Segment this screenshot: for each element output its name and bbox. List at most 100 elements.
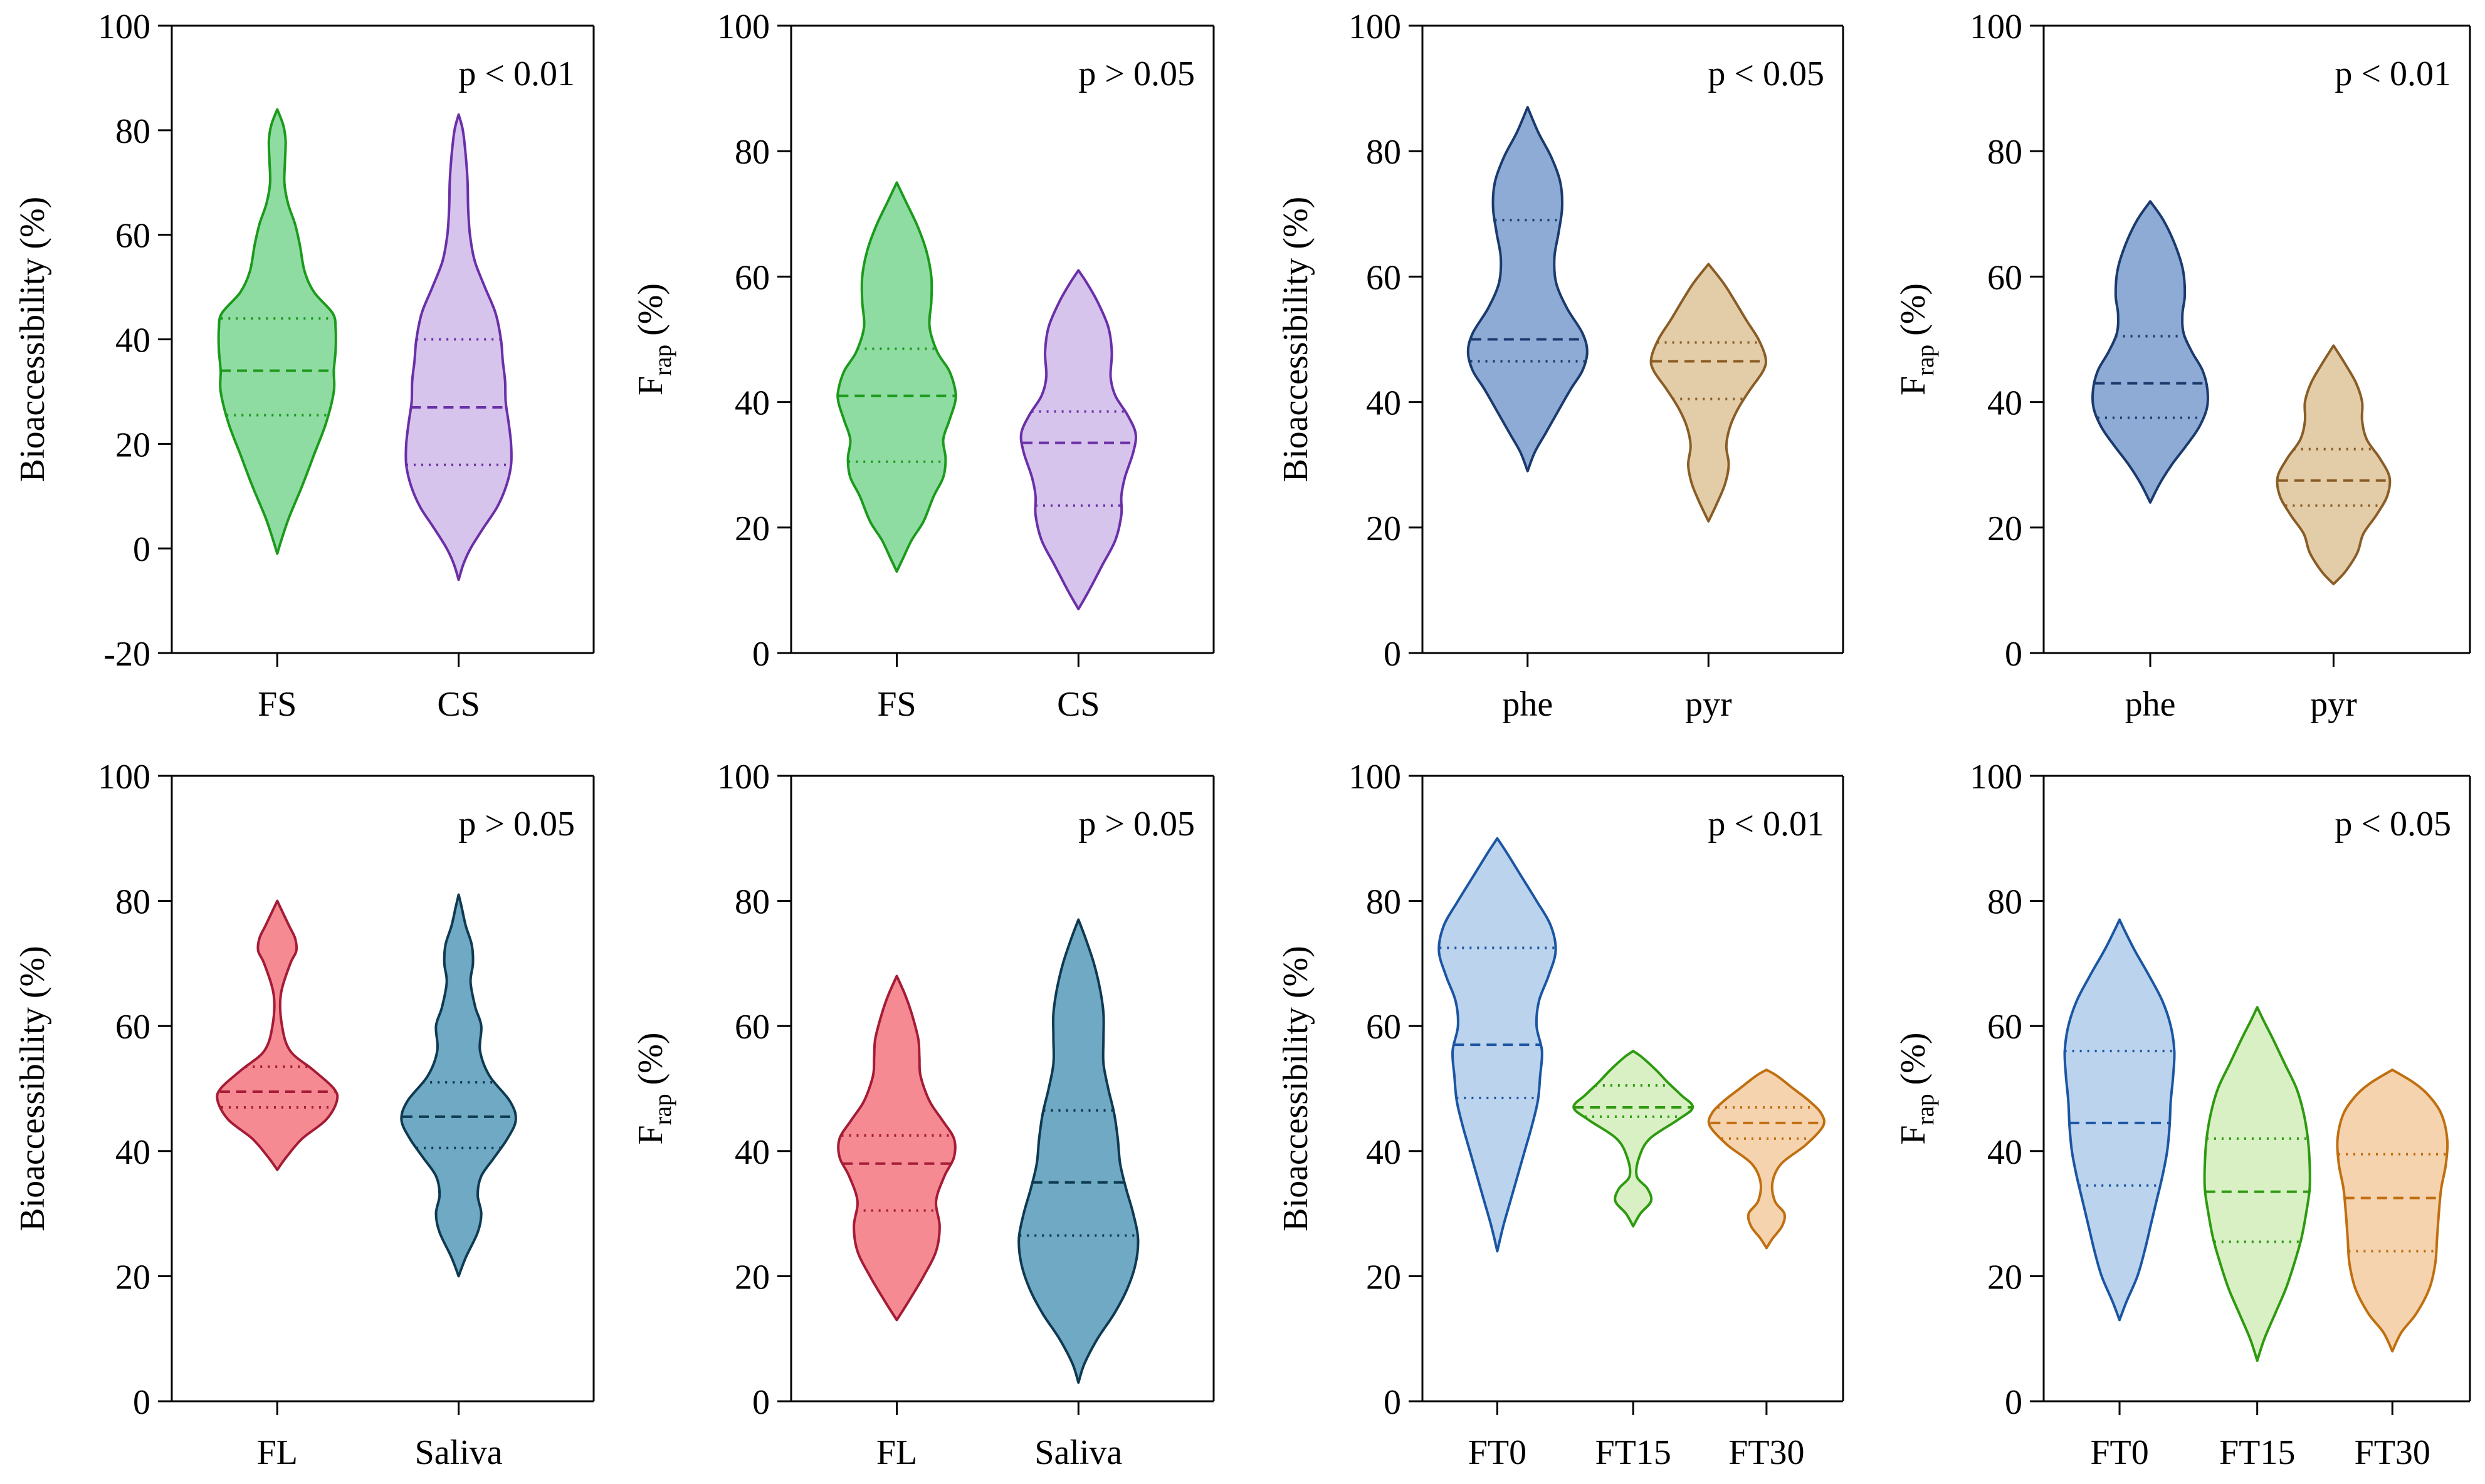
y-axis-label: Bioaccessibility (%) [1276,197,1315,483]
y-tick-label: 20 [735,1258,770,1297]
y-tick-label: 80 [735,133,770,172]
y-tick-label: 80 [1987,883,2022,922]
y-tick-label: 0 [1384,1383,1401,1422]
y-tick-label: 40 [735,1133,770,1172]
y-tick-label: 60 [1987,1008,2022,1047]
x-tick-label: pyr [1685,685,1732,724]
y-tick-label: -20 [103,635,150,674]
y-tick-label: 60 [1366,258,1401,297]
y-tick-label: 0 [2005,1383,2022,1422]
y-tick-label: 40 [1987,384,2022,423]
x-tick-label: CS [1057,685,1100,724]
y-axis-label: Bioaccessibility (%) [13,197,52,483]
y-tick-label: 100 [98,8,150,46]
chart-panel-7: 0 20 40 60 80 100 Bioaccessibility (%) p < 0.01… [1276,758,1844,1472]
violin-FL [216,899,339,1171]
chart-panel-3: 0 20 40 60 80 100 Bioaccessibility (%) p < 0.05… [1276,8,1844,724]
p-value-annotation: p < 0.01 [1708,805,1824,844]
y-tick-label: 60 [115,1008,150,1047]
violin-FT30 [1707,1069,1826,1250]
x-tick-label: FT30 [1728,1433,1804,1472]
y-tick-label: 40 [1366,384,1401,423]
y-tick-label: 80 [115,883,150,922]
chart-panel-2: 0 20 40 60 80 100 Frap (%) p > 0.05 FS CS [631,8,1215,724]
y-tick-label: 80 [735,883,770,922]
y-tick-label: 0 [752,635,770,674]
violin-pyr [2276,344,2392,585]
y-axis-label: Frap (%) [1894,1032,1939,1144]
y-tick-label: 0 [133,530,150,569]
y-tick-label: 80 [1987,133,2022,172]
violin-phe [1466,106,1589,473]
y-tick-label: 40 [115,1133,150,1172]
y-tick-label: 20 [1366,1258,1401,1297]
violin-FS [836,181,957,573]
chart-panel-1: -20 0 20 40 60 80 100 Bioaccessibility (%) p < 0… [13,8,595,724]
y-axis-label: Bioaccessibility (%) [13,946,52,1231]
x-tick-label: FT15 [1595,1433,1671,1472]
p-value-annotation: p < 0.05 [2335,805,2451,844]
y-axis-label: Bioaccessibility (%) [1276,946,1315,1231]
x-tick-label: FT30 [2355,1433,2430,1472]
y-tick-label: 20 [1987,1258,2022,1297]
violin-CS [1019,269,1137,610]
y-tick-label: 60 [735,1008,770,1047]
violin-FT15 [2203,1006,2311,1362]
y-axis-label: Frap (%) [631,1032,676,1144]
y-tick-label: 0 [1384,635,1401,674]
x-tick-label: FT0 [1468,1433,1526,1472]
violin-FT30 [2336,1069,2449,1353]
x-tick-label: phe [2125,685,2176,724]
p-value-annotation: p < 0.05 [1708,55,1824,93]
y-tick-label: 100 [1348,758,1401,797]
y-tick-label: 40 [1987,1133,2022,1172]
chart-panel-8: 0 20 40 60 80 100 Frap (%) p < 0.05 FT0 FT15 FT30 [1894,758,2471,1472]
x-tick-label: phe [1502,685,1553,724]
y-tick-label: 80 [1366,133,1401,172]
y-tick-label: 100 [98,758,150,797]
y-tick-label: 60 [735,258,770,297]
chart-panel-6: 0 20 40 60 80 100 Frap (%) p > 0.05 FL Saliva [631,758,1215,1472]
violin-FT0 [1437,837,1557,1253]
y-tick-label: 100 [1970,758,2022,797]
chart-panel-5: 0 20 40 60 80 100 Bioaccessibility (%) p > 0.05… [13,758,595,1472]
x-tick-label: FS [877,685,916,724]
x-tick-label: Saliva [1034,1433,1122,1472]
y-tick-label: 20 [1366,509,1401,548]
y-tick-label: 100 [1348,8,1401,46]
violin-phe [2091,200,2209,504]
p-value-annotation: p > 0.05 [1078,805,1195,844]
violin-FT15 [1572,1050,1694,1228]
y-tick-label: 0 [133,1383,150,1422]
p-value-annotation: p > 0.05 [458,805,575,844]
violin-FS [217,108,337,555]
x-tick-label: FS [258,685,297,724]
y-tick-label: 20 [115,426,150,464]
y-tick-label: 40 [115,321,150,360]
x-tick-label: FL [257,1433,298,1472]
p-value-annotation: p < 0.01 [2335,55,2451,93]
violin-CS [404,113,513,582]
y-tick-label: 0 [2005,635,2022,674]
y-tick-label: 20 [1987,509,2022,548]
y-tick-label: 60 [1987,258,2022,297]
x-tick-label: FL [876,1433,917,1472]
violin-FT0 [2063,918,2176,1322]
violin-FL [837,975,957,1322]
violin-Saliva [400,893,517,1278]
y-tick-label: 80 [1366,883,1401,922]
chart-panel-4: 0 20 40 60 80 100 Frap (%) p < 0.01 phe pyr [1894,8,2471,724]
y-axis-label: Frap (%) [1894,283,1939,395]
y-tick-label: 20 [735,509,770,548]
y-tick-label: 40 [735,384,770,423]
x-tick-label: FT0 [2090,1433,2148,1472]
violin-pyr [1649,263,1767,523]
y-tick-label: 100 [1970,8,2022,46]
y-tick-label: 40 [1366,1133,1401,1172]
y-tick-label: 60 [1366,1008,1401,1047]
x-tick-label: CS [437,685,480,724]
y-tick-label: 20 [115,1258,150,1297]
violin-Saliva [1017,918,1140,1384]
y-tick-label: 60 [115,217,150,256]
